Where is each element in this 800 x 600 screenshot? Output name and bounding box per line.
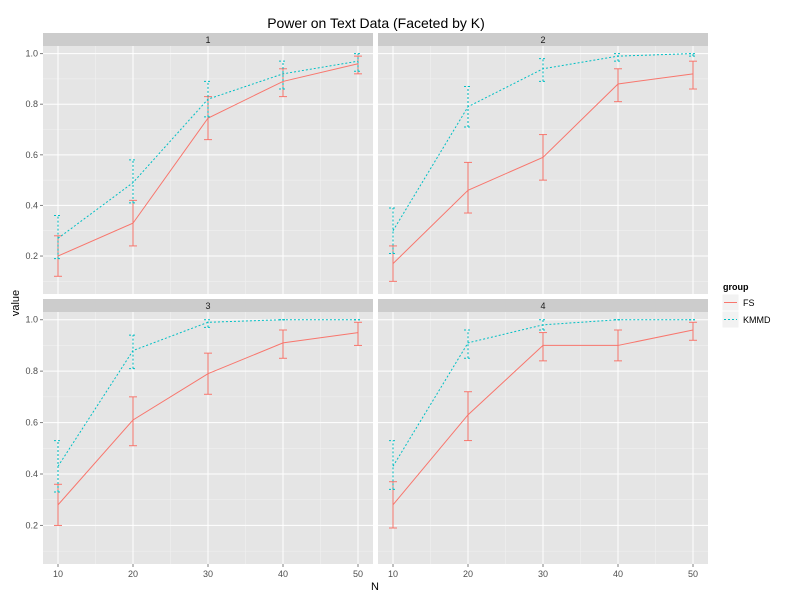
y-tick-label: 0.4 [25, 469, 38, 479]
error-bar-kmmd [54, 440, 62, 493]
facet-panel-1: 1 0.2 0.4 0.6 0.8 1.0 [25, 33, 373, 294]
error-bar-kmmd [389, 440, 397, 490]
error-bar-fs [539, 332, 547, 362]
legend-title: group [723, 282, 749, 292]
x-axis-title: N [371, 581, 379, 593]
y-tick-label: 0.6 [25, 418, 38, 428]
error-bar-fs [204, 352, 212, 395]
x-tick-label: 30 [203, 569, 213, 579]
error-bar-kmmd [354, 53, 362, 72]
error-bar-kmmd [614, 53, 622, 62]
y-tick-label: 0.4 [25, 200, 38, 210]
x-tick-label: 20 [128, 569, 138, 579]
error-bar-fs [279, 329, 287, 359]
error-bar-kmmd [129, 334, 137, 370]
x-tick-label: 40 [613, 569, 623, 579]
y-tick-label: 0.2 [25, 520, 38, 530]
legend: group FS KMMD [721, 282, 771, 329]
legend-key-kmmd [721, 310, 740, 329]
error-bar-fs [129, 199, 137, 247]
error-bar-kmmd [539, 319, 547, 331]
facet-strip [43, 33, 373, 46]
error-bar-kmmd [54, 215, 62, 260]
error-bar-kmmd [204, 80, 212, 118]
x-tick-label: 10 [388, 569, 398, 579]
error-bar-fs [689, 321, 697, 341]
facet-strip-label: 4 [540, 301, 545, 311]
error-bar-kmmd [464, 329, 472, 359]
error-bar-fs [614, 68, 622, 103]
error-bar-kmmd [279, 60, 287, 90]
error-bar-fs [464, 391, 472, 442]
chart-title: Power on Text Data (Faceted by K) [267, 15, 485, 31]
error-bar-fs [464, 161, 472, 214]
x-tick-label: 40 [278, 569, 288, 579]
error-bar-fs [354, 321, 362, 346]
y-tick-label: 0.8 [25, 366, 38, 376]
y-tick-label: 0.8 [25, 99, 38, 109]
error-bar-fs [129, 396, 137, 447]
facet-strip [378, 33, 708, 46]
error-bar-kmmd [689, 53, 697, 57]
x-tick-label: 50 [688, 569, 698, 579]
x-tick-label: 30 [538, 569, 548, 579]
legend-label-kmmd: KMMD [743, 315, 771, 325]
y-tick-label: 0.6 [25, 150, 38, 160]
facet-strip-label: 3 [205, 301, 210, 311]
y-tick-label: 1.0 [25, 315, 38, 325]
x-tick-label: 10 [53, 569, 63, 579]
x-tick-label: 50 [353, 569, 363, 579]
error-bar-fs [689, 60, 697, 90]
error-bar-fs [539, 134, 547, 181]
y-tick-label: 1.0 [25, 49, 38, 59]
error-bar-fs [614, 329, 622, 362]
y-tick-label: 0.2 [25, 251, 38, 261]
legend-label-fs: FS [743, 298, 755, 308]
error-bar-kmmd [539, 58, 547, 82]
facet-strip [43, 299, 373, 312]
error-bar-kmmd [389, 207, 397, 255]
error-bar-kmmd [204, 319, 212, 328]
facet-panel-4: 4 10 20 30 40 50 [378, 299, 708, 579]
facet-strip [378, 299, 708, 312]
facet-panel-2: 2 [378, 33, 708, 294]
facet-panel-3: 3 0.2 0.4 0.6 0.8 1.0 10 20 30 40 50 [25, 299, 373, 579]
x-tick-label: 20 [463, 569, 473, 579]
facet-strip-label: 2 [540, 35, 545, 45]
error-bar-kmmd [129, 159, 137, 204]
error-bar-kmmd [464, 85, 472, 128]
y-axis-title: value [10, 290, 22, 316]
facet-strip-label: 1 [205, 35, 210, 45]
